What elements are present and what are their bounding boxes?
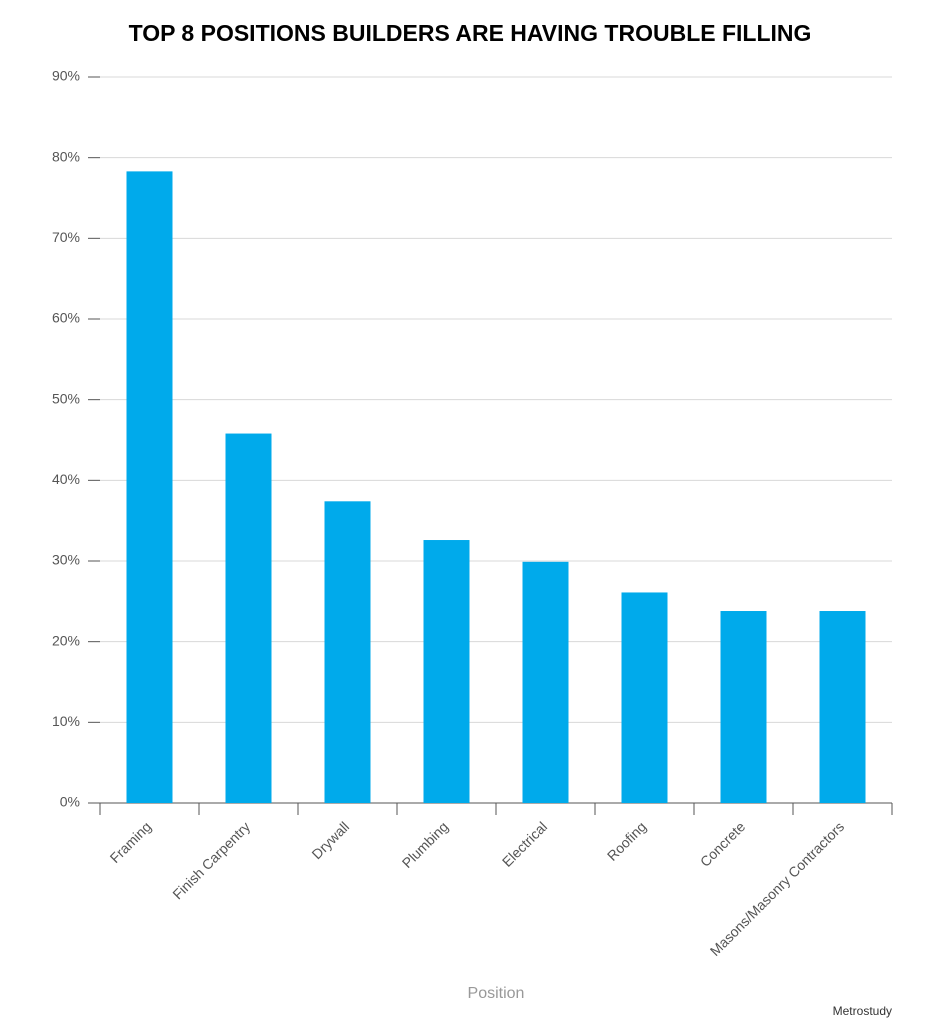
x-axis-label: Position <box>468 985 525 1002</box>
y-tick-label: 40% <box>52 471 80 487</box>
bar <box>621 592 668 803</box>
bar <box>522 561 569 803</box>
y-tick-label: 20% <box>52 632 80 648</box>
bar <box>720 611 767 803</box>
y-tick-label: 80% <box>52 148 80 164</box>
x-tick-label: Drywall <box>308 818 352 862</box>
bar <box>819 611 866 803</box>
x-tick-label: Electrical <box>499 818 550 869</box>
x-tick-label: Finish Carpentry <box>169 818 253 902</box>
x-tick-label: Roofing <box>604 818 649 863</box>
y-tick-label: 0% <box>60 794 80 810</box>
source: Metrostudy <box>833 1004 892 1018</box>
y-tick-label: 10% <box>52 713 80 729</box>
bar <box>324 501 371 803</box>
bar <box>225 433 272 803</box>
x-tick-label: Concrete <box>697 818 749 870</box>
bar <box>126 171 173 803</box>
y-tick-label: 50% <box>52 390 80 406</box>
y-tick-label: 70% <box>52 229 80 245</box>
chart-title: TOP 8 POSITIONS BUILDERS ARE HAVING TROU… <box>129 20 812 46</box>
y-tick-label: 90% <box>52 68 80 84</box>
y-tick-label: 30% <box>52 552 80 568</box>
bar <box>423 540 470 803</box>
x-tick-label: Framing <box>107 818 155 866</box>
y-tick-label: 60% <box>52 310 80 326</box>
x-tick-label: Plumbing <box>399 818 452 871</box>
